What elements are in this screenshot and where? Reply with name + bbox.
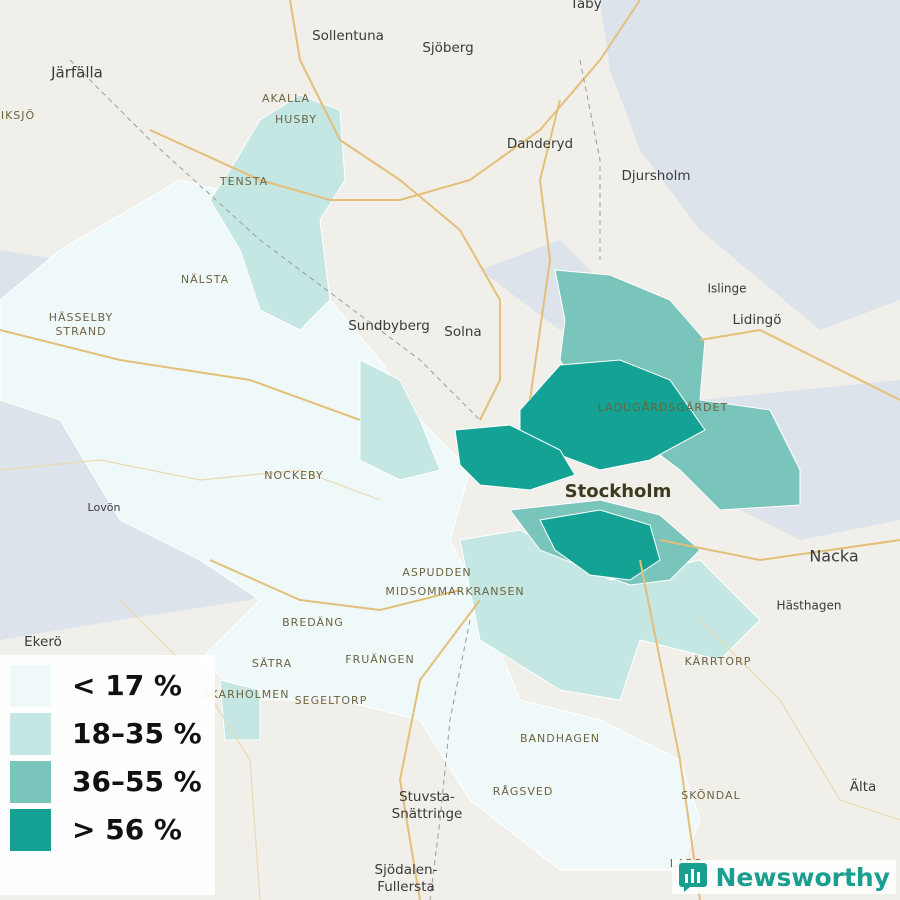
place-label: Lidingö (733, 312, 782, 328)
legend-label: < 17 % (72, 669, 182, 702)
place-label: SEGELTORP (295, 694, 368, 707)
legend-label: 18–35 % (72, 717, 202, 750)
place-label: SKARHOLMEN (203, 688, 290, 701)
place-label: NÄLSTA (181, 273, 229, 286)
place-label: Djursholm (621, 168, 690, 184)
place-label: Järfälla (50, 64, 103, 82)
region (359, 359, 441, 481)
place-label: Solna (444, 324, 481, 340)
place-label: Ekerö (24, 634, 62, 650)
place-label: HUSBY (275, 113, 317, 126)
place-label: ASPUDDEN (402, 566, 471, 579)
place-label: MIDSOMMARKRANSEN (385, 585, 524, 598)
place-label: NOCKEBY (264, 469, 323, 482)
place-label: Danderyd (507, 136, 573, 152)
legend-swatch (10, 809, 51, 851)
legend-swatch (10, 665, 51, 707)
place-label: SÄTRA (252, 657, 292, 670)
place-label: Älta (850, 777, 877, 795)
place-label: TENSTA (219, 175, 268, 188)
legend-item: 36–55 % (10, 761, 210, 803)
place-label: Fullersta (377, 879, 435, 895)
place-label: Islinge (707, 282, 746, 296)
place-label: Sjödalen- (375, 862, 438, 878)
legend-swatch (10, 713, 51, 755)
place-label: RÅGSVED (493, 785, 554, 798)
region (454, 424, 576, 491)
place-label: Lovön (88, 501, 121, 514)
legend-item: > 56 % (10, 809, 210, 851)
regions (0, 94, 801, 871)
place-label: FRUÄNGEN (345, 653, 414, 666)
legend-item: 18–35 % (10, 713, 210, 755)
place-label: HÄSSELBY (49, 311, 114, 324)
place-label: Sollentuna (312, 28, 384, 44)
legend-label: 36–55 % (72, 765, 202, 798)
place-label: Hästhagen (777, 599, 842, 613)
place-label: Stockholm (565, 481, 672, 502)
place-label: Stuvsta- (399, 789, 455, 805)
region (219, 679, 261, 741)
place-labels: Täby Sollentuna Sjöberg Järfälla IKSJÖ A… (1, 0, 876, 895)
legend-swatch (10, 761, 51, 803)
place-label: AKALLA (262, 92, 310, 105)
place-label: Sundbyberg (348, 318, 430, 334)
place-label: IKSJÖ (1, 109, 35, 122)
place-label: Nacka (809, 547, 858, 566)
place-label: SKÖNDAL (681, 789, 740, 802)
legend: < 17 % 18–35 % 36–55 % > 56 % (0, 655, 215, 895)
brand-logo: Newsworthy (671, 860, 896, 894)
brand-name: Newsworthy (715, 862, 891, 892)
place-label: LADUGÅRDSGÄRDET (598, 401, 728, 414)
region (0, 179, 701, 871)
place-label: BANDHAGEN (520, 732, 600, 745)
place-label: Snättringe (392, 806, 463, 822)
brand-icon (678, 863, 707, 892)
place-label: Sjöberg (422, 40, 473, 56)
place-label: Täby (569, 0, 602, 12)
place-label: BREDÄNG (282, 616, 344, 629)
legend-item: < 17 % (10, 665, 210, 707)
place-label: STRAND (55, 325, 106, 338)
place-label: KÄRRTORP (685, 655, 752, 668)
region (539, 509, 661, 581)
legend-label: > 56 % (72, 813, 182, 846)
region (209, 94, 346, 331)
